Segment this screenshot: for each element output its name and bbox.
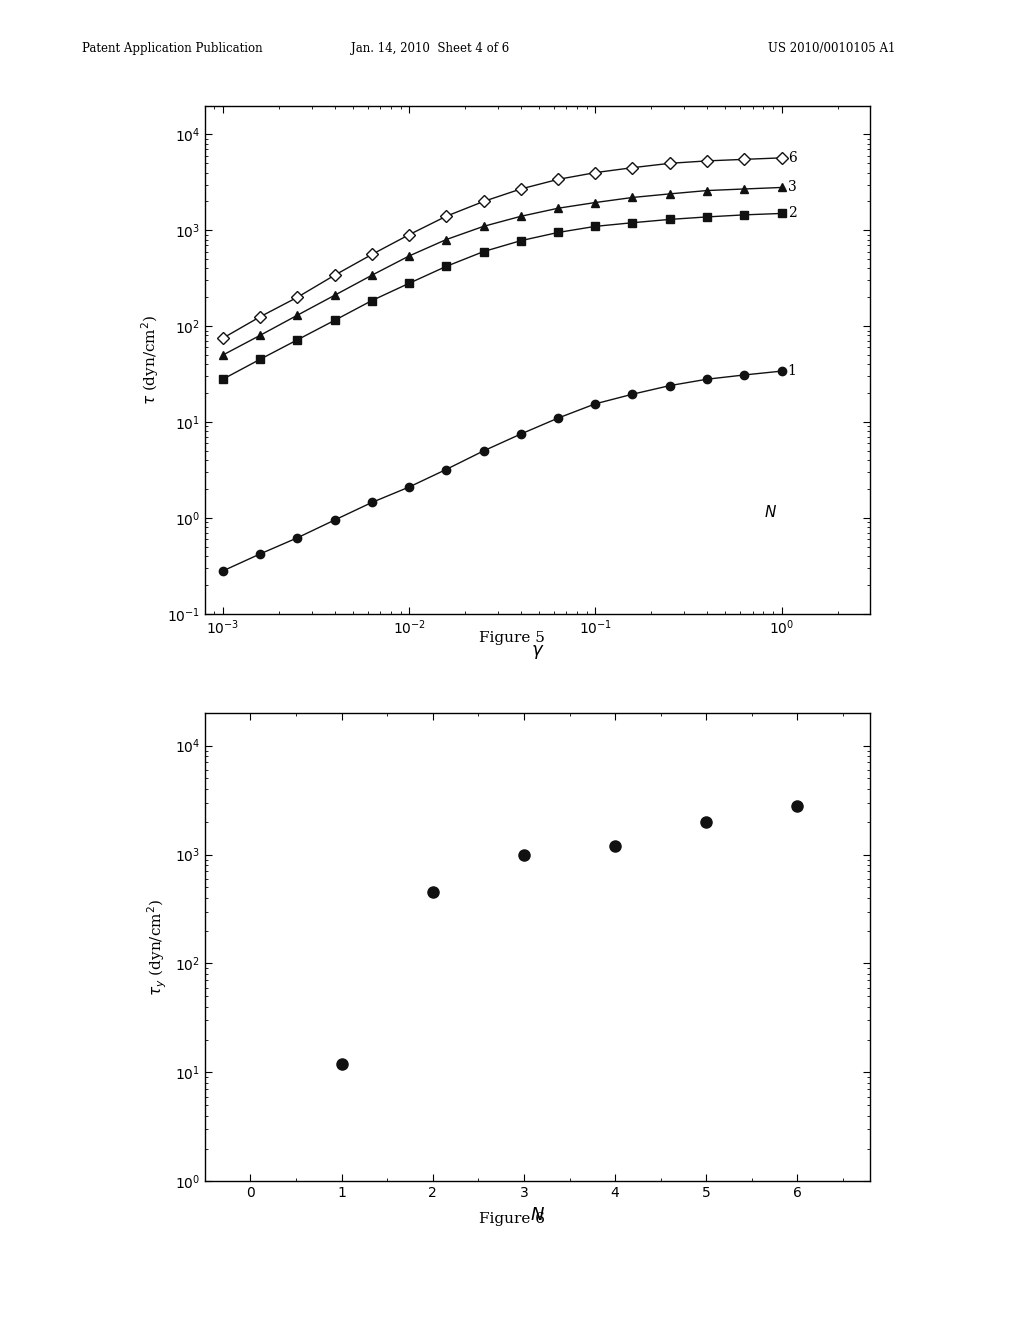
X-axis label: $\gamma$: $\gamma$ xyxy=(530,643,545,661)
Text: Figure 5: Figure 5 xyxy=(479,631,545,645)
Text: Patent Application Publication: Patent Application Publication xyxy=(82,42,262,55)
Text: 6: 6 xyxy=(787,150,797,165)
Y-axis label: $\tau$ (dyn/cm$^2$): $\tau$ (dyn/cm$^2$) xyxy=(139,314,161,405)
Text: $N$: $N$ xyxy=(764,504,777,520)
Y-axis label: $\tau_y$ (dyn/cm$^2$): $\tau_y$ (dyn/cm$^2$) xyxy=(145,899,169,995)
Text: 1: 1 xyxy=(787,364,797,378)
Text: Jan. 14, 2010  Sheet 4 of 6: Jan. 14, 2010 Sheet 4 of 6 xyxy=(351,42,509,55)
Text: 3: 3 xyxy=(787,181,797,194)
Text: Figure 6: Figure 6 xyxy=(479,1212,545,1226)
Text: US 2010/0010105 A1: US 2010/0010105 A1 xyxy=(768,42,895,55)
X-axis label: $N$: $N$ xyxy=(530,1205,545,1224)
Text: 2: 2 xyxy=(787,206,797,220)
